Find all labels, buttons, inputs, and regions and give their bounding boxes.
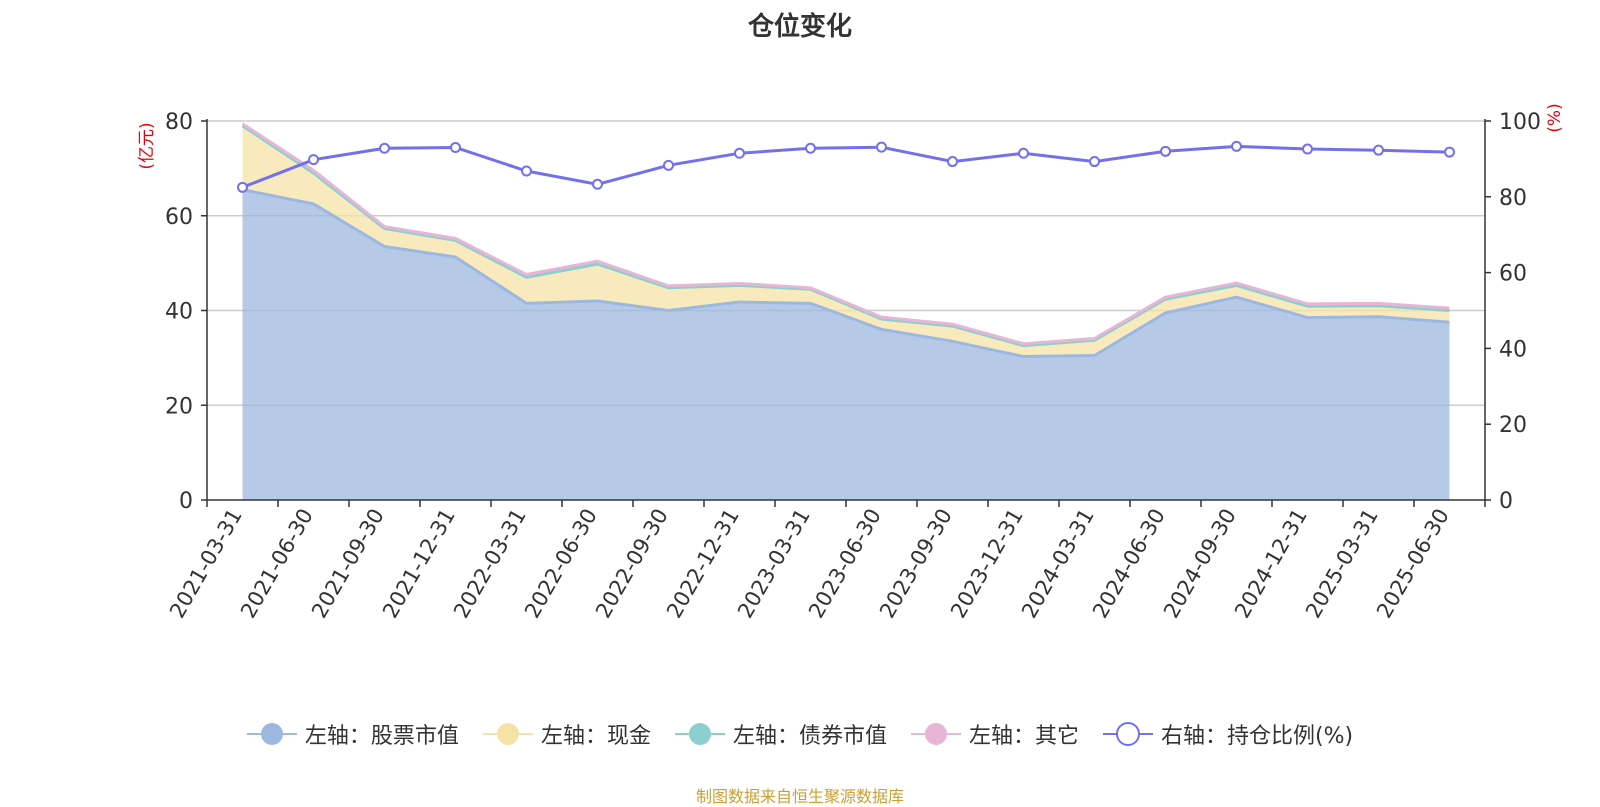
right-tick-label: 40 bbox=[1499, 337, 1527, 362]
legend-item[interactable]: 左轴：股票市值 bbox=[246, 718, 459, 750]
legend-swatch bbox=[1102, 722, 1153, 746]
legend-label: 左轴：现金 bbox=[540, 724, 651, 749]
ratio-point bbox=[1231, 140, 1242, 152]
line-左轴：债券市值 bbox=[241, 124, 1450, 348]
x-tick-label: 2021-12-31 bbox=[378, 505, 460, 623]
ratio-point bbox=[592, 178, 603, 190]
ratio-point bbox=[237, 181, 248, 193]
legend-label: 右轴：持仓比例(%) bbox=[1160, 724, 1354, 749]
left-axis-label: (亿元) bbox=[137, 122, 157, 169]
x-tick-label: 2022-09-30 bbox=[591, 505, 673, 623]
ratio-point bbox=[1444, 146, 1455, 158]
x-tick-label: 2021-03-31 bbox=[165, 505, 247, 623]
ratio-point bbox=[1302, 143, 1313, 155]
left-tick-label: 0 bbox=[179, 489, 193, 514]
legend-swatch bbox=[482, 723, 533, 745]
legend-label: 左轴：其它 bbox=[968, 724, 1079, 749]
left-tick-label: 80 bbox=[165, 110, 193, 135]
right-tick-label: 20 bbox=[1499, 413, 1527, 438]
x-tick-label: 2024-09-30 bbox=[1159, 505, 1241, 623]
x-tick-label: 2021-06-30 bbox=[236, 505, 318, 623]
legend-label: 左轴：债券市值 bbox=[732, 724, 887, 749]
left-tick-label: 40 bbox=[165, 300, 193, 325]
ratio-point bbox=[876, 141, 887, 153]
stacked-areas bbox=[242, 123, 1450, 500]
legend-item[interactable]: 左轴：其它 bbox=[910, 718, 1079, 750]
legend-swatch bbox=[246, 723, 297, 745]
x-tick-label: 2023-06-30 bbox=[804, 505, 886, 623]
x-tick-label: 2021-09-30 bbox=[307, 505, 389, 623]
right-tick-label: 80 bbox=[1499, 186, 1527, 211]
series-lines bbox=[241, 122, 1450, 359]
ratio-line bbox=[241, 144, 1450, 189]
left-tick-label: 20 bbox=[165, 394, 193, 419]
x-tick-label: 2025-03-31 bbox=[1301, 505, 1383, 623]
x-tick-label: 2024-06-30 bbox=[1088, 505, 1170, 623]
right-axis-label: (%) bbox=[1545, 103, 1565, 132]
right-tick-label: 100 bbox=[1499, 110, 1541, 135]
x-tick-label: 2022-06-30 bbox=[520, 505, 602, 623]
ratio-point bbox=[521, 165, 532, 177]
ratio-point bbox=[1160, 145, 1171, 157]
legend-item[interactable]: 右轴：持仓比例(%) bbox=[1102, 718, 1354, 750]
ratio-point bbox=[308, 154, 319, 166]
ratio-point bbox=[947, 156, 958, 168]
area-左轴：现金 bbox=[242, 125, 1450, 357]
line-左轴：其它 bbox=[241, 122, 1450, 346]
ratio-point bbox=[379, 142, 390, 154]
ratio-point bbox=[1089, 156, 1100, 168]
legend-item[interactable]: 左轴：债券市值 bbox=[674, 718, 887, 750]
chart: 0 20 40 60 80 0 20 40 60 80 100 2021-03-312021-06-3… bbox=[137, 103, 1565, 623]
legend-item[interactable]: 左轴：现金 bbox=[482, 718, 651, 750]
left-tick-label: 60 bbox=[165, 205, 193, 230]
x-tick-label: 2025-06-30 bbox=[1372, 505, 1454, 623]
ratio-points bbox=[237, 140, 1455, 193]
legend-swatch bbox=[910, 723, 961, 745]
legend: 左轴：股票市值 左轴：现金 左轴：债券市值 左轴：其它 右轴：持仓比例(%) bbox=[0, 718, 1600, 750]
x-tick-label: 2024-03-31 bbox=[1017, 505, 1099, 623]
source-note: 制图数据来自恒生聚源数据库 bbox=[695, 787, 904, 806]
ratio-point bbox=[450, 142, 461, 154]
ratio-point bbox=[805, 142, 816, 154]
ratio-point bbox=[663, 159, 674, 171]
ratio-point bbox=[734, 147, 745, 159]
right-tick-label: 0 bbox=[1499, 489, 1513, 514]
x-tick-label: 2022-03-31 bbox=[449, 505, 531, 623]
legend-swatch bbox=[674, 723, 725, 745]
ratio-point bbox=[1373, 144, 1384, 156]
right-tick-label: 60 bbox=[1499, 262, 1527, 287]
legend-label: 左轴：股票市值 bbox=[304, 724, 459, 749]
x-tick-label: 2023-03-31 bbox=[733, 505, 815, 623]
line-左轴：股票市值 bbox=[242, 188, 1450, 359]
x-tick-label: 2024-12-31 bbox=[1230, 505, 1312, 623]
x-tick-label: 2023-12-31 bbox=[946, 505, 1028, 623]
area-左轴：股票市值 bbox=[242, 189, 1450, 500]
x-tick-label: 2022-12-31 bbox=[662, 505, 744, 623]
x-tick-label: 2023-09-30 bbox=[875, 505, 957, 623]
chart-title: 仓位变化 bbox=[747, 12, 852, 42]
ratio-point bbox=[1018, 147, 1029, 159]
